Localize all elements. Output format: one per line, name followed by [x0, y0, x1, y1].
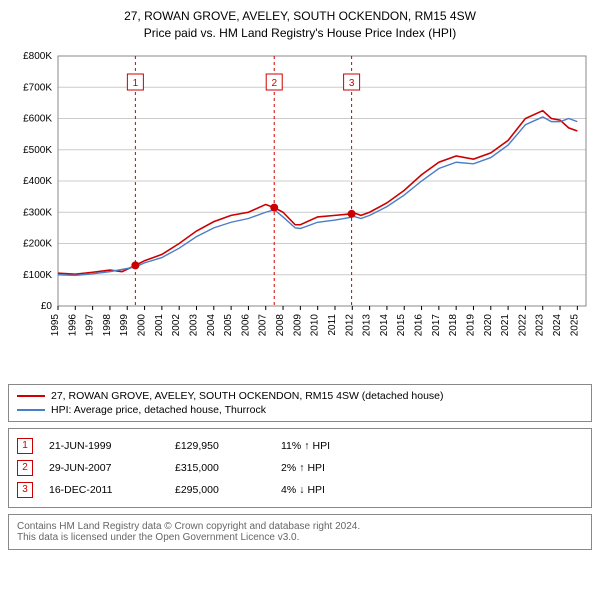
x-tick-label: 2025 — [569, 313, 580, 336]
x-tick-label: 2019 — [465, 313, 476, 336]
x-tick-label: 2024 — [552, 313, 563, 336]
legend-swatch — [17, 409, 45, 411]
legend-row: HPI: Average price, detached house, Thur… — [17, 403, 583, 417]
event-price: £295,000 — [175, 484, 265, 496]
footnote-line-1: Contains HM Land Registry data © Crown c… — [17, 521, 583, 532]
event-date: 29-JUN-2007 — [49, 462, 159, 474]
y-tick-label: £0 — [41, 301, 53, 312]
x-tick-label: 2008 — [275, 313, 286, 336]
y-tick-label: £100K — [23, 269, 52, 280]
events-table: 121-JUN-1999£129,95011%↑HPI229-JUN-2007£… — [8, 428, 592, 508]
arrow-icon: ↑ — [299, 462, 304, 474]
y-tick-label: £200K — [23, 238, 52, 249]
x-tick-label: 2020 — [483, 313, 494, 336]
chart-title-block: 27, ROWAN GROVE, AVELEY, SOUTH OCKENDON,… — [8, 8, 592, 42]
footnote-line-2: This data is licensed under the Open Gov… — [17, 532, 583, 543]
event-delta-pct: 11% — [281, 440, 301, 452]
x-tick-label: 2001 — [154, 313, 165, 336]
arrow-icon: ↑ — [304, 440, 309, 452]
event-row: 1 21-JUN-1999 £129,950 11%↑ HPI — [17, 435, 583, 457]
x-tick-label: 2003 — [188, 313, 199, 336]
event-marker-dot — [131, 261, 139, 269]
event-delta: 11%↑ HPI — [281, 440, 330, 452]
legend-label: HPI: Average price, detached house, Thur… — [51, 404, 266, 416]
x-tick-label: 2007 — [258, 313, 269, 336]
x-tick-label: 2006 — [240, 313, 251, 336]
event-delta: 2%↑HPI — [281, 462, 325, 474]
event-delta: 4%↓HPI — [281, 484, 325, 496]
x-tick-label: 2021 — [500, 313, 511, 336]
y-tick-label: £800K — [23, 51, 52, 62]
x-tick-label: 2004 — [206, 313, 217, 336]
title-line-2: Price paid vs. HM Land Registry's House … — [8, 25, 592, 42]
x-tick-label: 1996 — [67, 313, 78, 336]
y-tick-label: £400K — [23, 176, 52, 187]
x-tick-label: 1995 — [50, 313, 61, 336]
event-price: £315,000 — [175, 462, 265, 474]
event-badge: 3 — [17, 482, 33, 498]
event-row: 3 16-DEC-2011 £295,000 4%↓HPI — [17, 479, 583, 501]
x-tick-label: 2017 — [431, 313, 442, 336]
event-date: 21-JUN-1999 — [49, 440, 159, 452]
line-chart: £0 £100K £200K £300K £400K £500K £600K £700K £80… — [8, 48, 592, 378]
event-marker-dot — [348, 209, 356, 217]
legend: 27, ROWAN GROVE, AVELEY, SOUTH OCKENDON,… — [8, 384, 592, 422]
y-tick-label: £300K — [23, 207, 52, 218]
x-tick-label: 2018 — [448, 313, 459, 336]
event-delta-suffix: HPI — [307, 462, 325, 474]
arrow-icon: ↓ — [299, 484, 304, 496]
x-tick-label: 2011 — [327, 313, 338, 335]
y-tick-label: £600K — [23, 113, 52, 124]
y-tick-label: £500K — [23, 144, 52, 155]
event-date: 16-DEC-2011 — [49, 484, 159, 496]
event-delta-suffix: HPI — [307, 484, 325, 496]
event-badge: 1 — [17, 438, 33, 454]
event-badge-number: 3 — [349, 78, 355, 89]
x-tick-label: 2009 — [292, 313, 303, 336]
x-tick-label: 2012 — [344, 313, 355, 336]
legend-label: 27, ROWAN GROVE, AVELEY, SOUTH OCKENDON,… — [51, 390, 444, 402]
event-row: 2 29-JUN-2007 £315,000 2%↑HPI — [17, 457, 583, 479]
x-tick-label: 2016 — [414, 313, 425, 336]
x-tick-label: 2005 — [223, 313, 234, 336]
x-tick-label: 2000 — [137, 313, 148, 336]
event-badge: 2 — [17, 460, 33, 476]
title-line-1: 27, ROWAN GROVE, AVELEY, SOUTH OCKENDON,… — [8, 8, 592, 25]
x-tick-label: 2022 — [517, 313, 528, 336]
x-tick-label: 1998 — [102, 313, 113, 336]
event-badge-number: 1 — [133, 78, 139, 89]
event-delta-suffix: HPI — [313, 440, 331, 452]
x-tick-label: 2014 — [379, 313, 390, 336]
legend-swatch — [17, 395, 45, 397]
x-tick-label: 2023 — [535, 313, 546, 336]
x-tick-label: 2010 — [310, 313, 321, 336]
event-delta-pct: 4% — [281, 484, 296, 496]
event-badge-number: 2 — [271, 78, 277, 89]
chart-container: £0 £100K £200K £300K £400K £500K £600K £700K £80… — [8, 48, 592, 378]
event-delta-pct: 2% — [281, 462, 296, 474]
x-tick-label: 2002 — [171, 313, 182, 336]
x-tick-label: 1997 — [85, 313, 96, 336]
series-hpi — [58, 117, 577, 275]
footnote: Contains HM Land Registry data © Crown c… — [8, 514, 592, 550]
x-tick-label: 2015 — [396, 313, 407, 336]
series-property — [58, 110, 577, 273]
y-tick-label: £700K — [23, 82, 52, 93]
event-marker-dot — [270, 203, 278, 211]
x-tick-label: 1999 — [119, 313, 130, 336]
event-price: £129,950 — [175, 440, 265, 452]
legend-row: 27, ROWAN GROVE, AVELEY, SOUTH OCKENDON,… — [17, 389, 583, 403]
x-tick-label: 2013 — [362, 313, 373, 336]
